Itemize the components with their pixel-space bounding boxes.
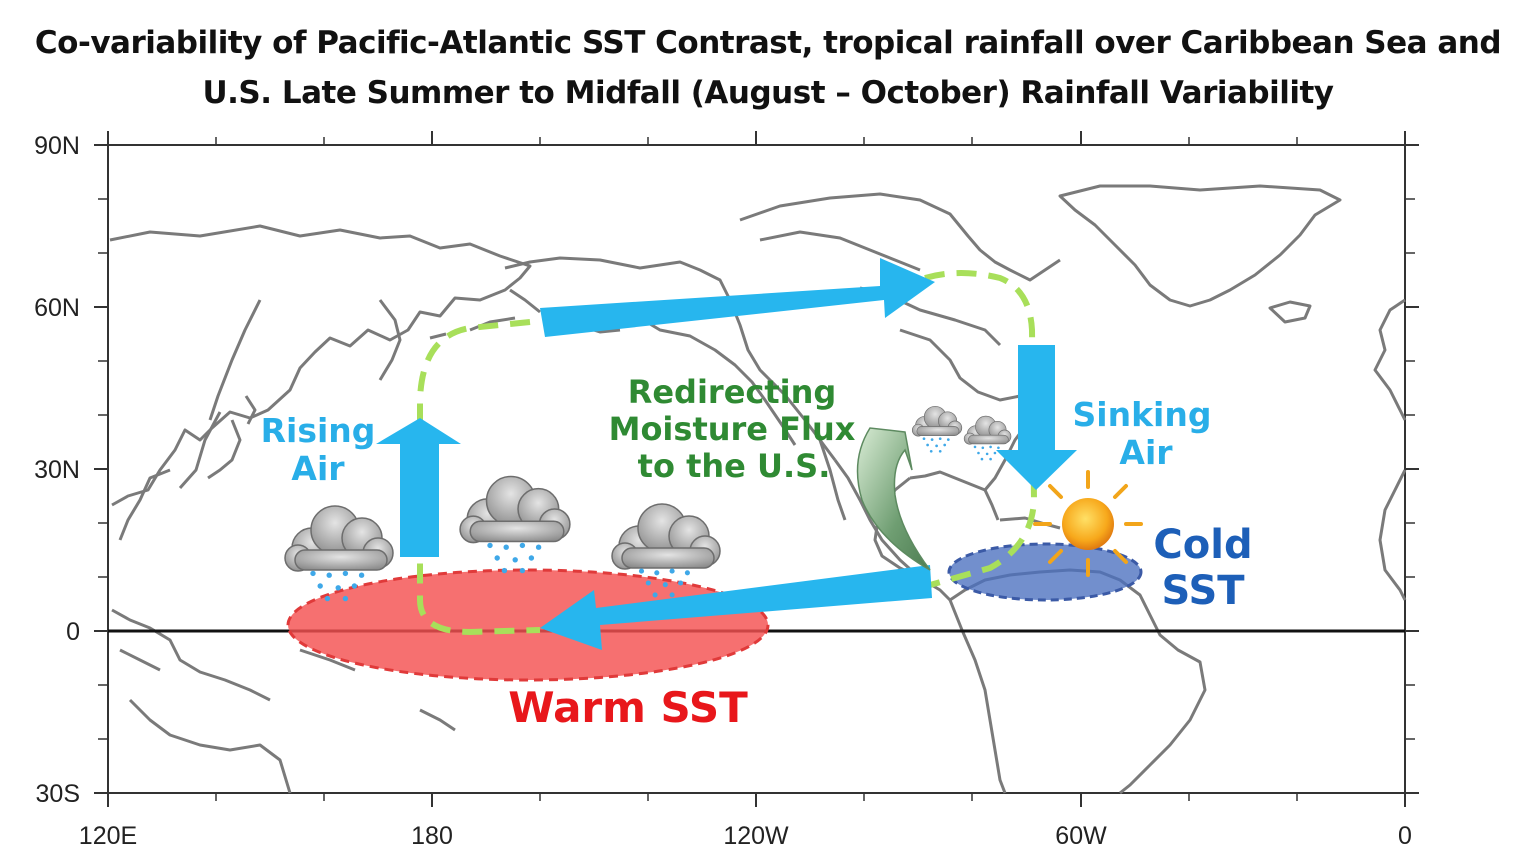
sinking-air-label-line-1: Sinking <box>1073 395 1212 434</box>
moisture-flux-label-line-1: Redirecting <box>628 373 837 411</box>
circulation-loop <box>417 270 1038 636</box>
lat-label-equator: 0 <box>66 618 80 646</box>
figure-title: Co-variability of Pacific-Atlantic SST C… <box>0 18 1536 118</box>
sinking-air-label-line-2: Air <box>1119 433 1173 472</box>
lon-label-0: 0 <box>1398 822 1412 850</box>
longitude-labels: 120E 180 120W 60W 0 <box>79 822 1412 850</box>
lat-label-60n: 60N <box>34 294 80 322</box>
map-frame <box>107 144 1406 794</box>
moisture-flux-label: Redirecting Moisture Flux to the U.S. <box>609 373 856 485</box>
cold-sst-label-line-2: SST <box>1161 568 1245 614</box>
warm-sst-region <box>286 568 770 682</box>
cold-sst-label-line-1: Cold <box>1153 522 1252 568</box>
rising-air-label-line-2: Air <box>291 449 345 488</box>
moisture-flux-label-line-3: to the U.S. <box>638 447 831 485</box>
latitude-labels: 90N 60N 30N 0 30S <box>34 132 80 808</box>
lon-label-180: 180 <box>411 822 453 850</box>
cold-sst-label: Cold SST <box>1153 522 1252 614</box>
sinking-air-label: Sinking Air <box>1073 395 1212 472</box>
title-line-2: U.S. Late Summer to Midfall (August – Oc… <box>202 75 1334 111</box>
sun-icon <box>1033 470 1143 577</box>
lat-label-30s: 30S <box>36 780 80 808</box>
lon-label-120w: 120W <box>723 822 789 850</box>
lon-label-120e: 120E <box>79 822 137 850</box>
lat-label-90n: 90N <box>34 132 80 160</box>
minor-ticks <box>98 137 1415 801</box>
upper-eastward-arrow <box>540 258 935 337</box>
lat-label-30n: 30N <box>34 456 80 484</box>
rising-air-label: Rising Air <box>260 411 376 489</box>
title-line-1: Co-variability of Pacific-Atlantic SST C… <box>34 25 1502 61</box>
cold-sst-region <box>947 542 1143 602</box>
lower-westward-arrow <box>540 565 932 650</box>
sinking-air-arrow <box>996 345 1077 490</box>
warm-sst-label: Warm SST <box>508 683 748 732</box>
moisture-flux-label-line-2: Moisture Flux <box>609 410 856 448</box>
moisture-flux-arrow <box>856 427 931 571</box>
rising-air-arrow <box>376 418 461 557</box>
major-ticks <box>94 131 1419 807</box>
lon-label-60w: 60W <box>1055 822 1107 850</box>
circulation-arrows <box>376 258 1077 650</box>
rising-air-label-line-1: Rising <box>261 411 376 450</box>
